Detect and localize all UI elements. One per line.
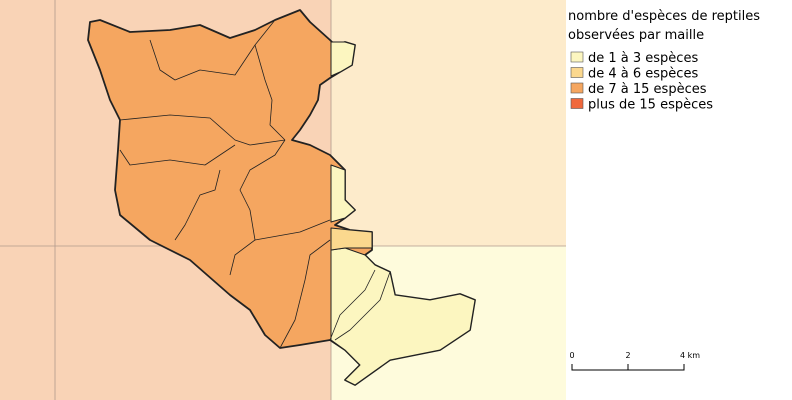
- low-zone: [330, 41, 356, 77]
- inner-boundaries: [119, 19, 391, 349]
- legend-swatch: [570, 51, 584, 63]
- scale-label: 0: [569, 351, 574, 360]
- legend-swatch: [570, 82, 584, 94]
- legend-title: nombre d'espèces de reptiles: [568, 9, 760, 24]
- legend-label: de 1 à 3 espèces: [588, 51, 698, 66]
- low-zone: [330, 164, 356, 223]
- low-zone: [330, 247, 476, 386]
- legend-label: de 7 à 15 espèces: [588, 82, 707, 97]
- legend-swatch: [570, 98, 584, 109]
- commune: [87, 9, 476, 386]
- scale-label: 2: [625, 351, 630, 360]
- cell: [331, 0, 566, 246]
- scale-bar: 0 2 4 km: [569, 351, 700, 371]
- legend-swatch: [570, 67, 584, 78]
- legend: nombre d'espèces de reptiles observées p…: [568, 9, 760, 113]
- legend-title: observées par maille: [568, 28, 704, 43]
- scale-label: 4 km: [680, 351, 700, 360]
- mid-zone: [330, 227, 373, 251]
- legend-label: plus de 15 espèces: [588, 98, 713, 113]
- scale-line: [571, 364, 685, 371]
- legend-label: de 4 à 6 espèces: [588, 67, 698, 82]
